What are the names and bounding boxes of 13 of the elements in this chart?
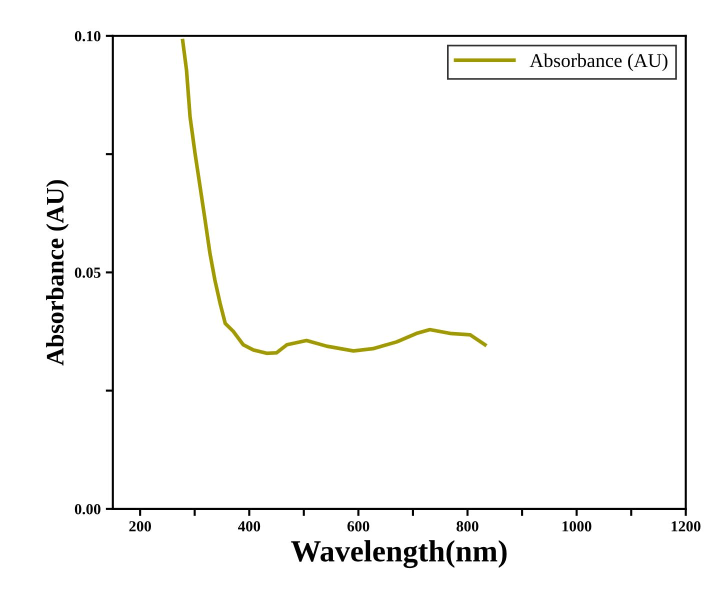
- y-tick-label: 0.05: [74, 268, 100, 278]
- x-tick-label: 1000: [562, 521, 592, 532]
- x-tick-label: 1200: [672, 521, 700, 532]
- y-tick-label: 0.00: [74, 504, 100, 514]
- line-series: [180, 38, 487, 356]
- y-axis-title: Absorbance (AU): [46, 180, 69, 366]
- x-axis-title: Wavelength(nm): [291, 540, 507, 568]
- x-tick-label: 400: [238, 521, 260, 532]
- x-tick-label: 600: [347, 521, 370, 532]
- legend-label: Absorbance (AU): [530, 54, 668, 72]
- x-tick-label: 200: [129, 521, 151, 532]
- x-tick-label: 800: [456, 521, 478, 532]
- y-tick-label: 0.10: [74, 31, 100, 42]
